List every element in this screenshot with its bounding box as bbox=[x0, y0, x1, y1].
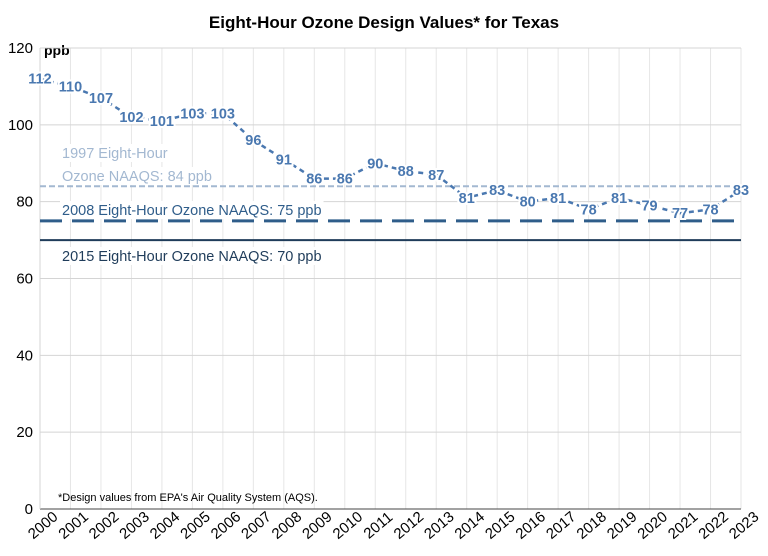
x-tick-label: 2014 bbox=[452, 508, 488, 542]
x-tick-label: 2009 bbox=[299, 508, 335, 542]
data-label: 103 bbox=[211, 106, 235, 122]
ref-label-2015: 2015 Eight-Hour Ozone NAAQS: 70 ppb bbox=[62, 249, 322, 265]
y-tick-label: 0 bbox=[25, 501, 33, 518]
x-tick-label: 2011 bbox=[361, 509, 397, 543]
x-tick-label: 2016 bbox=[513, 508, 549, 542]
ref-label-1997-line1: 1997 Eight-Hour bbox=[62, 146, 168, 162]
data-label: 81 bbox=[550, 191, 566, 207]
x-tick-label: 2001 bbox=[55, 508, 91, 542]
x-tick-label: 2012 bbox=[391, 508, 427, 542]
y-tick-label: 20 bbox=[16, 424, 33, 441]
footnote: *Design values from EPA's Air Quality Sy… bbox=[58, 492, 318, 504]
data-label: 86 bbox=[337, 172, 353, 188]
x-tick-label: 2007 bbox=[238, 508, 274, 542]
x-tick-label: 2006 bbox=[208, 508, 244, 542]
x-tick-label: 2013 bbox=[421, 508, 457, 542]
x-tick-label: 2023 bbox=[726, 508, 762, 542]
y-tick-label: 120 bbox=[8, 40, 33, 57]
x-tick-label: 2002 bbox=[86, 508, 122, 542]
y-tick-label: 60 bbox=[16, 271, 33, 288]
data-label: 83 bbox=[489, 183, 505, 199]
x-tick-label: 2017 bbox=[543, 508, 579, 542]
data-label: 91 bbox=[276, 152, 292, 168]
x-tick-label: 2003 bbox=[116, 508, 152, 542]
ref-label-2008: 2008 Eight-Hour Ozone NAAQS: 75 ppb bbox=[62, 203, 322, 219]
data-label: 87 bbox=[428, 168, 444, 184]
x-tick-label: 2021 bbox=[665, 508, 701, 542]
x-tick-label: 2008 bbox=[269, 508, 305, 542]
data-label: 81 bbox=[611, 191, 627, 207]
x-tick-label: 2005 bbox=[177, 508, 213, 542]
data-label: 102 bbox=[119, 110, 143, 126]
x-tick-label: 2020 bbox=[634, 508, 670, 542]
x-tick-label: 2018 bbox=[573, 508, 609, 542]
data-label: 90 bbox=[367, 156, 383, 172]
x-tick-label: 2010 bbox=[330, 508, 366, 542]
data-label: 78 bbox=[702, 202, 718, 218]
data-label: 79 bbox=[641, 199, 657, 215]
x-tick-label: 2004 bbox=[147, 508, 183, 542]
x-tick-label: 2019 bbox=[604, 508, 640, 542]
ref-label-bg bbox=[60, 201, 324, 219]
x-tick-label: 2015 bbox=[482, 508, 518, 542]
data-label: 86 bbox=[306, 172, 322, 188]
y-tick-label: 80 bbox=[16, 194, 33, 211]
data-label: 96 bbox=[245, 133, 261, 149]
ref-label-1997-line2: Ozone NAAQS: 84 ppb bbox=[62, 169, 212, 185]
y-axis-label: ppb bbox=[44, 42, 70, 58]
data-label: 83 bbox=[733, 183, 749, 199]
data-label: 80 bbox=[520, 195, 536, 211]
data-label: 110 bbox=[59, 79, 82, 95]
chart-title: Eight-Hour Ozone Design Values* for Texa… bbox=[209, 13, 559, 32]
x-tick-label: 2022 bbox=[695, 508, 731, 542]
data-label: 81 bbox=[459, 191, 475, 207]
data-label: 101 bbox=[150, 114, 174, 130]
ref-label-bg bbox=[60, 167, 214, 185]
ref-label-bg bbox=[60, 247, 324, 265]
y-tick-label: 100 bbox=[8, 117, 33, 134]
ref-label-bg bbox=[60, 144, 170, 162]
data-label: 78 bbox=[581, 202, 597, 218]
data-label: 88 bbox=[398, 164, 414, 180]
y-tick-label: 40 bbox=[16, 347, 33, 364]
data-label: 77 bbox=[672, 206, 688, 222]
data-label: 112 bbox=[28, 72, 51, 88]
data-label: 103 bbox=[180, 106, 204, 122]
data-label: 107 bbox=[89, 91, 113, 107]
